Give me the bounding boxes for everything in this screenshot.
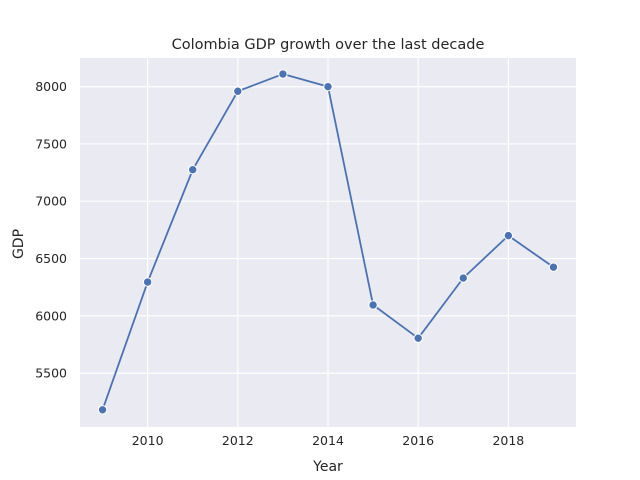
chart-title: Colombia GDP growth over the last decade [172,37,485,53]
x-tick-label: 2014 [312,433,344,448]
data-point [323,81,333,92]
x-axis-label: Year [312,459,343,475]
y-tick-labels: 5500 6000 6500 7000 7500 8000 [35,79,67,380]
data-point [142,277,153,287]
x-tick-label: 2016 [402,433,434,448]
y-tick-label: 6500 [35,251,67,266]
x-tick-labels: 2010 2012 2014 2016 2018 [132,433,525,448]
y-tick-label: 7500 [35,136,67,151]
data-point [413,333,423,343]
x-tick-label: 2018 [492,433,524,448]
y-tick-label: 6000 [35,308,67,323]
y-axis-label: GDP [11,229,27,259]
y-tick-label: 8000 [35,79,67,94]
y-tick-label: 5500 [35,366,67,381]
series-layer [97,69,559,415]
data-point [97,405,108,415]
x-tick-label: 2012 [222,433,254,448]
data-point [503,230,514,241]
data-point [188,165,198,175]
data-point [368,300,378,310]
x-tick-label: 2010 [132,433,164,448]
data-point [548,262,559,272]
data-point [233,86,243,96]
data-point [458,273,468,283]
y-tick-label: 7000 [35,194,67,209]
data-point [278,69,288,79]
